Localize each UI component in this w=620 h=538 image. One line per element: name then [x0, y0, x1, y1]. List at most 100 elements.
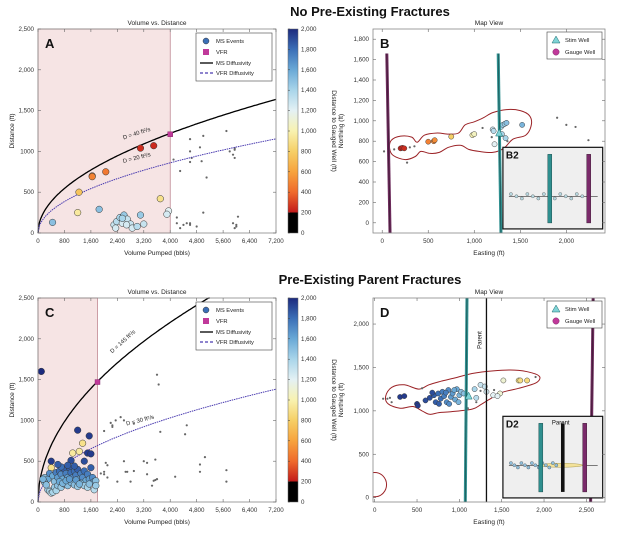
inset-event-point [564, 194, 568, 199]
colorbar-tick-label: 1,600 [301, 67, 317, 74]
ms-event-point [401, 393, 408, 399]
small-event-point [183, 433, 187, 436]
y-tick-label: 1,800 [354, 36, 370, 43]
x-tick-label: 0 [380, 238, 384, 245]
ms-event-point [451, 387, 458, 393]
y-tick-label: 1000 [20, 148, 34, 155]
plot-frame [372, 297, 606, 503]
colorbar-tick-label: 1,800 [301, 315, 317, 322]
ms-event-point [448, 133, 455, 140]
small-event-point [188, 138, 192, 141]
ms-event-point [65, 475, 73, 483]
ms-event-point [75, 188, 83, 196]
ms-event-point [118, 214, 126, 222]
stim-well-marker [495, 128, 504, 137]
panel-label: D [380, 305, 389, 320]
inset-event-point [519, 461, 524, 465]
ms-event-point [490, 128, 497, 134]
panel-c: D = 145 ft²/sD = 30 ft²/sC MS EventsVFRMS… [9, 289, 284, 526]
ms-event-point [112, 224, 120, 232]
ms-event-point [442, 389, 449, 396]
legend-vfr-diffusivity-label: VFR Diffusivity [216, 340, 254, 346]
small-event-point [490, 136, 493, 139]
colorbar-tick-label: 200 [301, 210, 312, 217]
y-axis-label: Distance (ft) [9, 113, 16, 148]
ms-event-point [422, 397, 429, 404]
ms-diffusivity-curve [37, 297, 210, 503]
small-event-point [172, 158, 175, 161]
ms-event-point [85, 480, 93, 488]
panel-b: B2 B Stim Well Gauge Well Map View 0 500 1,000 1… [338, 20, 606, 257]
x-axis-label: Easting (ft) [473, 250, 504, 257]
y-tick-label: 0 [366, 495, 370, 502]
inset-event-point [509, 461, 513, 465]
inset-event-point [512, 463, 517, 468]
x-tick-label: 4,000 [162, 238, 178, 245]
small-event-point [481, 126, 484, 130]
inset-event-point [553, 196, 557, 201]
y-tick-label: 1,500 [19, 108, 35, 115]
small-event-point [202, 134, 205, 137]
small-event-point [393, 148, 396, 151]
small-event-point [179, 227, 182, 230]
small-event-point [103, 429, 106, 433]
legend-ms-events-label: MS Events [216, 308, 244, 314]
legend: MS Events VFR MS Diffusivity VFR Diffusivit… [195, 301, 273, 351]
ms-event-point [42, 481, 50, 489]
small-event-point [408, 146, 411, 149]
stim-well-marker [464, 391, 473, 400]
small-event-point [175, 222, 178, 225]
x-axis-label: Volume Pumped (bbls) [124, 519, 190, 526]
inset-event-point [575, 192, 579, 196]
ms-event-point [436, 401, 442, 407]
small-event-point [122, 460, 126, 463]
legend-stim-well-marker [551, 35, 561, 44]
small-event-point [132, 422, 135, 425]
legend-ms-events-marker [202, 37, 210, 45]
ms-event-point [163, 210, 171, 218]
vfr-shaded-region [37, 28, 171, 234]
ms-event-point [503, 120, 510, 126]
small-event-point [150, 484, 154, 487]
stimulated-envelope [385, 369, 541, 415]
x-tick-label: 6,400 [242, 507, 258, 514]
ms-event-point [502, 135, 509, 141]
small-event-point [124, 470, 127, 473]
x-tick-label: 2,500 [579, 507, 595, 514]
x-tick-label: 4,800 [189, 238, 205, 245]
inset-event-point [531, 194, 535, 199]
small-event-point [205, 176, 208, 179]
ms-event-point [37, 367, 45, 375]
x-tick-label: 5,600 [215, 238, 231, 245]
panel-a: D = 40 ft²/sD = 20 ft²/sA MS EventsVFRMS … [9, 20, 284, 257]
x-tick-label: 1,600 [83, 507, 99, 514]
x-tick-label: 800 [59, 238, 70, 245]
inset-stim-well [538, 423, 544, 493]
small-event-point [390, 401, 393, 404]
legend: Stim Well Gauge Well [546, 300, 603, 329]
y-tick-label: 1,000 [354, 408, 370, 415]
small-event-point [188, 223, 192, 226]
legend-stim-well-marker [551, 304, 561, 313]
x-tick-label: 1,500 [513, 238, 529, 245]
chart-title: Map View [475, 289, 504, 296]
small-event-point [565, 123, 568, 126]
small-event-point [157, 383, 160, 386]
small-event-point [203, 456, 207, 459]
x-tick-label: 4,800 [189, 507, 205, 514]
small-event-point [103, 470, 106, 473]
legend-vfr-marker [203, 49, 209, 55]
colorbar-label: Distance to Gauged Well (ft) [330, 90, 337, 172]
chart-title: Map View [475, 20, 504, 27]
inset-event-point [558, 192, 563, 196]
small-event-point [231, 222, 235, 225]
ms-event-point [85, 432, 93, 440]
small-event-point [225, 480, 228, 483]
stimulated-envelope [389, 108, 533, 161]
ms-event-point [455, 399, 462, 405]
x-axis-label: Easting (ft) [473, 519, 504, 526]
colorbar-tick-label: 200 [301, 479, 312, 486]
gauge-envelope-arc [373, 471, 388, 498]
y-tick-label: 600 [359, 159, 370, 166]
small-event-point [556, 116, 559, 119]
